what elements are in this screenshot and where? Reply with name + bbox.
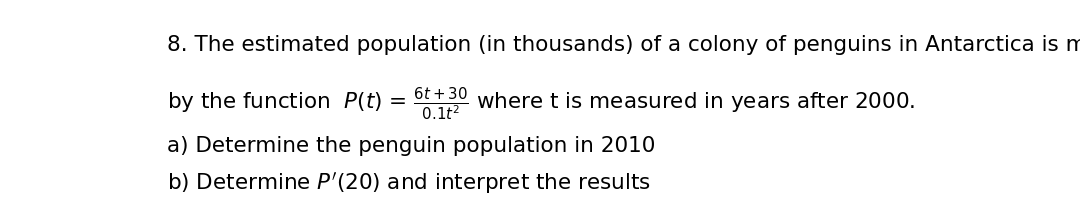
Text: a) Determine the penguin population in 2010: a) Determine the penguin population in 2… bbox=[166, 136, 656, 156]
Text: 8. The estimated population (in thousands) of a colony of penguins in Antarctica: 8. The estimated population (in thousand… bbox=[166, 35, 1080, 55]
Text: b) Determine $P'(20)$ and interpret the results: b) Determine $P'(20)$ and interpret the … bbox=[166, 170, 651, 196]
Text: by the function  $P(t)$ = $\frac{6t+30}{0.1t^2}$ where t is measured in years af: by the function $P(t)$ = $\frac{6t+30}{0… bbox=[166, 86, 915, 123]
